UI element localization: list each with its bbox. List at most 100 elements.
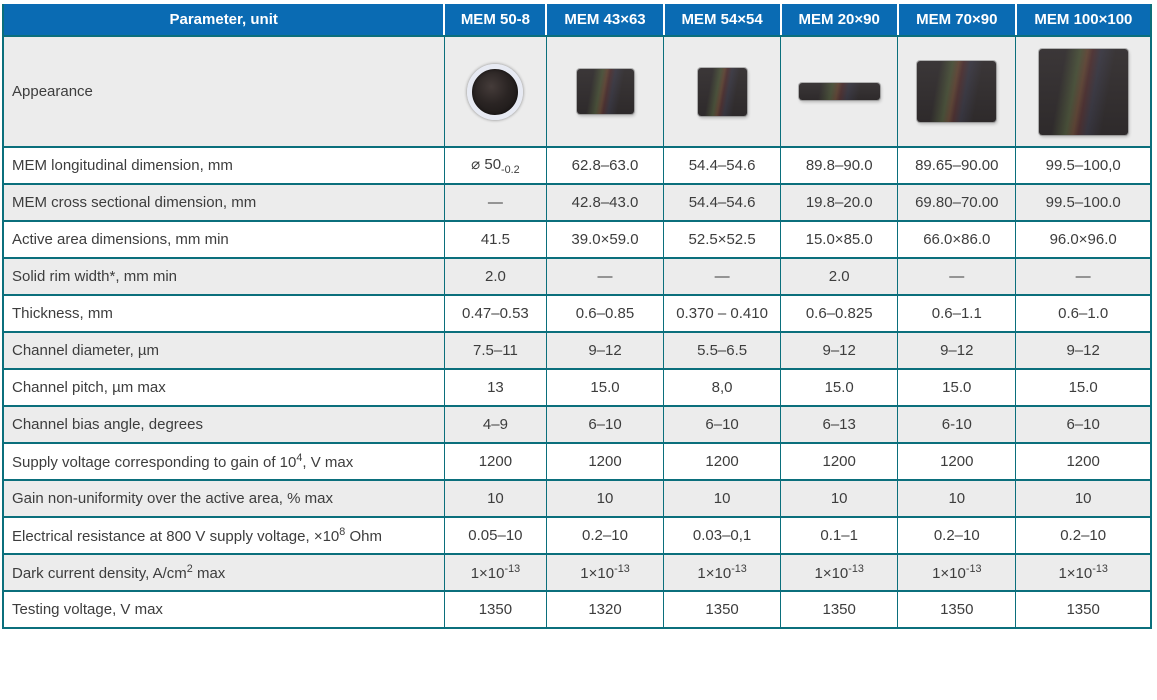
value-cell: 1×10-13 bbox=[780, 553, 899, 592]
appearance-cell bbox=[443, 35, 547, 148]
header-mem-100x100: MEM 100×100 bbox=[1015, 4, 1151, 37]
value-cell: 9–12 bbox=[545, 331, 665, 370]
value-cell: 0.2–10 bbox=[1015, 516, 1152, 555]
value-cell: 10 bbox=[1015, 479, 1152, 518]
table-row: MEM longitudinal dimension, mm ⌀ 50-0.2 62… bbox=[2, 146, 1152, 185]
value-cell: 10 bbox=[897, 479, 1017, 518]
value-cell: 0.6–0.825 bbox=[780, 294, 899, 333]
value-cell: 9–12 bbox=[1015, 331, 1152, 370]
mem-54x54-photo bbox=[697, 67, 747, 116]
value-cell: 52.5×52.5 bbox=[663, 220, 782, 259]
value-cell: 15.0 bbox=[545, 368, 665, 407]
value-cell: 15.0×85.0 bbox=[780, 220, 899, 259]
value-cell: 15.0 bbox=[1015, 368, 1152, 407]
value-cell: 15.0 bbox=[780, 368, 899, 407]
value-cell: 0.6–0.85 bbox=[545, 294, 665, 333]
table-row: Thickness, mm 0.47–0.53 0.6–0.85 0.370 – 0.… bbox=[2, 294, 1152, 333]
mem-spec-table: Parameter, unit MEM 50-8 MEM 43×63 MEM 5… bbox=[2, 4, 1152, 629]
table-row: Gain non-uniformity over the active area… bbox=[2, 479, 1152, 518]
table-row: Electrical resistance at 800 V supply vo… bbox=[2, 516, 1152, 555]
mem-70x90-photo bbox=[917, 61, 997, 122]
value-cell: 4–9 bbox=[443, 405, 547, 444]
appearance-cell bbox=[1015, 35, 1152, 148]
appearance-cell bbox=[780, 35, 899, 148]
value-cell: 69.80–70.00 bbox=[897, 183, 1017, 222]
header-mem-54x54: MEM 54×54 bbox=[663, 4, 782, 37]
value-cell: — bbox=[663, 257, 782, 296]
value-cell: 2.0 bbox=[443, 257, 547, 296]
appearance-row: Appearance bbox=[2, 35, 1152, 148]
mem-43x63-photo bbox=[576, 69, 634, 114]
value-cell: 9–12 bbox=[897, 331, 1017, 370]
value-cell: 15.0 bbox=[897, 368, 1017, 407]
value-cell: 1×10-13 bbox=[1015, 553, 1152, 592]
value-cell: 99.5–100,0 bbox=[1015, 146, 1152, 185]
row-label: Supply voltage corresponding to gain of … bbox=[2, 442, 445, 481]
value-cell: 62.8–63.0 bbox=[545, 146, 665, 185]
table-row: Channel pitch, µm max 13 15.0 8,0 15.0 15.0 15… bbox=[2, 368, 1152, 407]
value-cell: 10 bbox=[780, 479, 899, 518]
row-label: Channel bias angle, degrees bbox=[2, 405, 445, 444]
value-cell: 54.4–54.6 bbox=[663, 183, 782, 222]
value-cell: 41.5 bbox=[443, 220, 547, 259]
value-cell: 0.6–1.1 bbox=[897, 294, 1017, 333]
mem-100x100-photo bbox=[1038, 48, 1128, 135]
value-cell: — bbox=[897, 257, 1017, 296]
value-cell: 6–10 bbox=[663, 405, 782, 444]
value-cell: 6-10 bbox=[897, 405, 1017, 444]
table-row: Solid rim width*, mm min 2.0— —2.0— — bbox=[2, 257, 1152, 296]
value-cell: 1350 bbox=[897, 590, 1017, 629]
value-cell: 39.0×59.0 bbox=[545, 220, 665, 259]
value-cell: 1200 bbox=[663, 442, 782, 481]
header-mem-43x63: MEM 43×63 bbox=[546, 4, 665, 37]
value-cell: 66.0×86.0 bbox=[897, 220, 1017, 259]
value-cell: 1200 bbox=[1015, 442, 1152, 481]
value-cell: 54.4–54.6 bbox=[663, 146, 782, 185]
table-row: Active area dimensions, mm min 41.5 39.0×5… bbox=[2, 220, 1152, 259]
table-row: Channel bias angle, degrees 4–9 6–10 6–10 6–… bbox=[2, 405, 1152, 444]
value-cell: 5.5–6.5 bbox=[663, 331, 782, 370]
value-cell: 0.370 – 0.410 bbox=[663, 294, 782, 333]
value-cell: 6–10 bbox=[545, 405, 665, 444]
value-cell: 10 bbox=[663, 479, 782, 518]
value-cell: 1200 bbox=[780, 442, 899, 481]
table-row: Dark current density, A/cm2 max 1×10-13 1×… bbox=[2, 553, 1152, 592]
row-label: Electrical resistance at 800 V supply vo… bbox=[2, 516, 445, 555]
row-label: Thickness, mm bbox=[2, 294, 445, 333]
value-cell: 2.0 bbox=[780, 257, 899, 296]
value-cell: 19.8–20.0 bbox=[780, 183, 899, 222]
value-cell: 1200 bbox=[443, 442, 547, 481]
value-cell: 1×10-13 bbox=[663, 553, 782, 592]
value-cell: 1200 bbox=[545, 442, 665, 481]
value-cell: 96.0×96.0 bbox=[1015, 220, 1152, 259]
appearance-cell bbox=[545, 35, 665, 148]
value-cell: 1350 bbox=[1015, 590, 1152, 629]
row-label: Dark current density, A/cm2 max bbox=[2, 553, 445, 592]
spec-table-wrapper: Parameter, unit MEM 50-8 MEM 43×63 MEM 5… bbox=[2, 4, 1152, 629]
value-cell: 10 bbox=[545, 479, 665, 518]
value-cell: 7.5–11 bbox=[443, 331, 547, 370]
row-label: Channel diameter, µm bbox=[2, 331, 445, 370]
value-cell: 9–12 bbox=[780, 331, 899, 370]
row-label: Channel pitch, µm max bbox=[2, 368, 445, 407]
value-cell: 6–13 bbox=[780, 405, 899, 444]
header-row: Parameter, unit MEM 50-8 MEM 43×63 MEM 5… bbox=[3, 4, 1151, 37]
value-cell: 13 bbox=[443, 368, 547, 407]
value-cell: 8,0 bbox=[663, 368, 782, 407]
value-cell: 0.47–0.53 bbox=[443, 294, 547, 333]
value-cell: 6–10 bbox=[1015, 405, 1152, 444]
value-cell: 1200 bbox=[897, 442, 1017, 481]
value-cell: 0.6–1.0 bbox=[1015, 294, 1152, 333]
value-cell: ⌀ 50-0.2 bbox=[443, 146, 547, 185]
value-cell: 1350 bbox=[443, 590, 547, 629]
mem-50-8-photo bbox=[467, 63, 524, 120]
header-mem-50-8: MEM 50-8 bbox=[444, 4, 548, 37]
value-cell: 0.2–10 bbox=[545, 516, 665, 555]
header-mem-20x90: MEM 20×90 bbox=[780, 4, 899, 37]
row-label: MEM cross sectional dimension, mm bbox=[2, 183, 445, 222]
table-row: MEM cross sectional dimension, mm —42.8–4… bbox=[2, 183, 1152, 222]
value-cell: 0.1–1 bbox=[780, 516, 899, 555]
value-cell: 1×10-13 bbox=[545, 553, 665, 592]
value-cell: 42.8–43.0 bbox=[545, 183, 665, 222]
value-cell: 1350 bbox=[663, 590, 782, 629]
